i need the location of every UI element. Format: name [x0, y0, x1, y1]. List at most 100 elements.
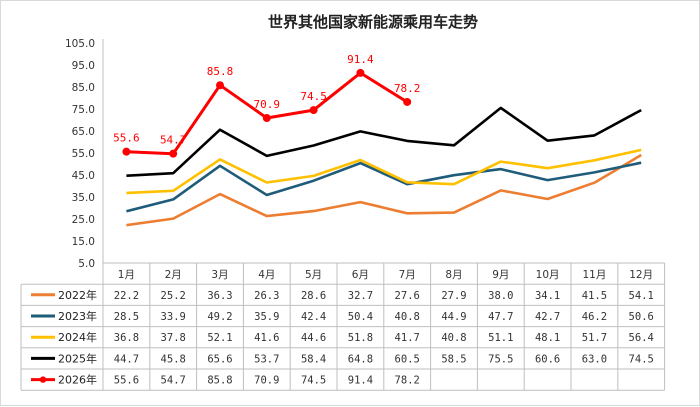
x-tick-label: 1月 — [118, 269, 135, 281]
table-cell-value: 51.7 — [582, 332, 607, 344]
series-line-3 — [126, 106, 642, 177]
y-tick-label: 75.0 — [72, 104, 95, 116]
y-tick-label: 65.0 — [72, 126, 95, 138]
data-point — [262, 114, 271, 123]
x-tick-label: 9月 — [492, 269, 509, 281]
data-label: 70.9 — [254, 98, 281, 111]
table-cell-value: 26.3 — [254, 290, 279, 302]
table-cell-value: 33.9 — [161, 311, 186, 323]
table-cell-value: 41.5 — [582, 290, 607, 302]
chart-title: 世界其他国家新能源乘用车走势 — [268, 13, 478, 31]
data-point — [169, 149, 178, 158]
table-cell-value: 51.1 — [488, 332, 513, 344]
data-label: 91.4 — [347, 53, 374, 66]
y-tick-label: 85.0 — [72, 82, 95, 94]
table-cell-value: 53.7 — [254, 353, 279, 365]
table-cell-value: 36.3 — [207, 290, 232, 302]
table-cell-value: 51.8 — [348, 332, 373, 344]
table-cell-value: 44.9 — [441, 311, 466, 323]
x-tick-label: 8月 — [445, 269, 462, 281]
x-tick-label: 3月 — [211, 269, 228, 281]
table-cell-value: 50.4 — [348, 311, 373, 323]
table-cell-value: 75.5 — [488, 353, 513, 365]
table-cell-value: 70.9 — [254, 375, 279, 387]
table-cell-value: 52.1 — [207, 332, 232, 344]
y-tick-label: 5.0 — [78, 258, 95, 270]
table-cell-value: 22.2 — [114, 290, 139, 302]
table-cell-value: 41.7 — [395, 332, 420, 344]
table-cell-value: 36.8 — [114, 332, 139, 344]
table-cell-value: 27.6 — [395, 290, 420, 302]
table-cell-value: 49.2 — [207, 311, 232, 323]
data-label: 55.6 — [113, 132, 140, 145]
data-point — [309, 106, 318, 115]
table-cell-value: 85.8 — [207, 375, 232, 387]
table-cell-value: 58.4 — [301, 353, 326, 365]
series-line-2 — [126, 148, 642, 195]
table-cell-value: 55.6 — [114, 375, 139, 387]
table-cell-value: 64.8 — [348, 353, 373, 365]
table-cell-value: 60.6 — [535, 353, 560, 365]
y-tick-label: 45.0 — [72, 170, 95, 182]
table-cell-value: 91.4 — [348, 375, 373, 387]
y-tick-label: 25.0 — [72, 214, 95, 226]
table-cell-value: 28.5 — [114, 311, 139, 323]
table-cell-value: 34.1 — [535, 290, 560, 302]
x-tick-label: 10月 — [536, 269, 560, 281]
table-cell-value: 42.4 — [301, 311, 326, 323]
data-point — [122, 147, 131, 156]
data-point — [403, 97, 412, 106]
table-cell-value: 78.2 — [395, 375, 420, 387]
y-tick-label: 35.0 — [72, 192, 95, 204]
series-line-0 — [126, 153, 642, 227]
y-tick-label: 15.0 — [72, 236, 95, 248]
table-cell-value: 44.7 — [114, 353, 139, 365]
table-cell-value: 32.7 — [348, 290, 373, 302]
y-tick-label: 105.0 — [65, 38, 95, 50]
data-label: 74.5 — [300, 90, 327, 103]
data-point — [356, 68, 365, 77]
data-label: 78.2 — [394, 82, 421, 95]
x-tick-label: 4月 — [258, 269, 275, 281]
x-tick-label: 12月 — [629, 269, 653, 281]
table-cell-value: 74.5 — [629, 353, 654, 365]
table-cell-value: 25.2 — [161, 290, 186, 302]
table-cell-value: 63.0 — [582, 353, 607, 365]
data-label: 54.7 — [160, 134, 187, 147]
table-cell-value: 65.6 — [207, 353, 232, 365]
table-cell-value: 41.6 — [254, 332, 279, 344]
table-cell-value: 50.6 — [629, 311, 654, 323]
legend-key-marker — [39, 376, 47, 383]
x-tick-label: 6月 — [352, 269, 369, 281]
y-tick-label: 95.0 — [72, 60, 95, 72]
table-cell-value: 54.7 — [161, 375, 186, 387]
legend-entry: 2022年 — [58, 288, 97, 302]
table-cell-value: 56.4 — [629, 332, 654, 344]
legend-entry: 2025年 — [58, 351, 97, 365]
legend-entry: 2024年 — [58, 330, 97, 344]
table-cell-value: 60.5 — [395, 353, 420, 365]
table-cell-value: 58.5 — [441, 353, 466, 365]
table-cell-value: 46.2 — [582, 311, 607, 323]
table-cell-value: 54.1 — [629, 290, 654, 302]
y-tick-label: 55.0 — [72, 148, 95, 160]
table-cell-value: 40.8 — [395, 311, 420, 323]
x-tick-label: 5月 — [305, 269, 322, 281]
table-cell-value: 44.6 — [301, 332, 326, 344]
table-cell-value: 37.8 — [161, 332, 186, 344]
table-cell-value: 27.9 — [441, 290, 466, 302]
table-cell-value: 28.6 — [301, 290, 326, 302]
x-tick-label: 2月 — [165, 269, 182, 281]
table-cell-value: 35.9 — [254, 311, 279, 323]
table-cell-value: 48.1 — [535, 332, 560, 344]
series-line-1 — [126, 161, 642, 213]
table-cell-value: 42.7 — [535, 311, 560, 323]
table-cell-value: 74.5 — [301, 375, 326, 387]
data-label: 85.8 — [207, 65, 234, 78]
table-cell-value: 47.7 — [488, 311, 513, 323]
x-tick-label: 7月 — [399, 269, 416, 281]
x-tick-label: 11月 — [582, 269, 606, 281]
table-cell-value: 38.0 — [488, 290, 513, 302]
